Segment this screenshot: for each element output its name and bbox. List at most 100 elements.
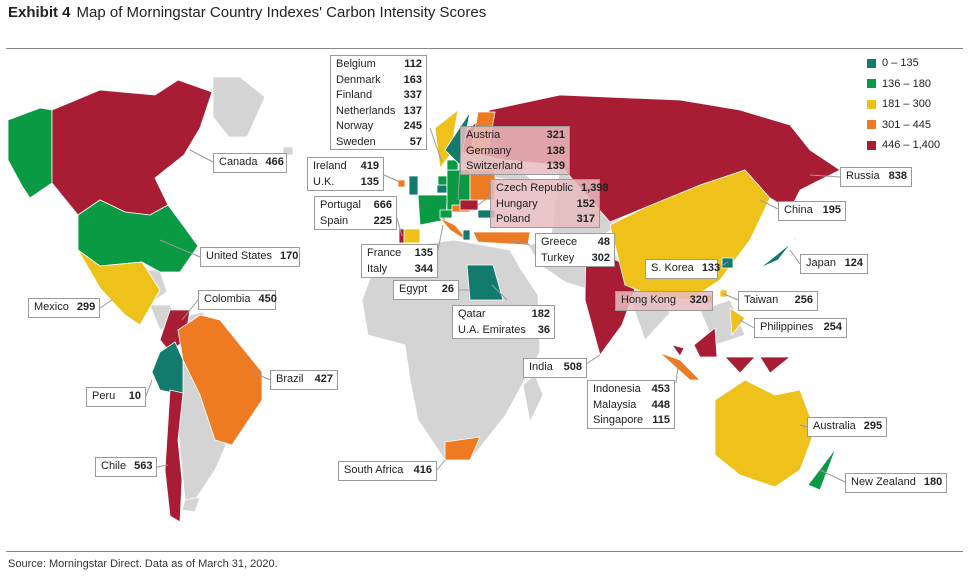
country-row: U.K. 135 [313,175,379,191]
country-row: India 508 [529,360,582,376]
country-row: Ireland 419 [313,159,379,175]
label-colombia: Colombia 450 [198,290,277,310]
country-score: 666 [373,199,392,211]
belgium-shape [436,184,448,194]
country-name: Ireland [313,160,347,172]
country-name: Italy [367,262,388,275]
country-score: 170 [280,250,299,263]
patagonia-shape [181,496,201,513]
indonesia-shape-3 [759,356,792,374]
madagascar-shape [522,374,544,424]
country-row: Qatar 182 [458,307,550,323]
legend-item: 301 – 445 [867,115,940,136]
country-row: Portugal 666 [320,198,392,214]
label-group-isles: Ireland 419 U.K. 135 [307,157,384,191]
legend-label: 0 – 135 [882,57,919,70]
country-name: New Zealand [851,476,916,489]
italy-shape [439,217,471,244]
label-new-zealand: New Zealand 180 [845,473,947,493]
turkey-shape [472,231,531,246]
country-name: Singapore [593,414,644,427]
country-row: Japan 124 [806,256,863,272]
country-name: Japan [806,257,836,270]
legend-label: 446 – 1,400 [882,139,941,152]
country-score: 321 [546,129,565,141]
country-score: 299 [76,301,96,314]
japan-shape [759,221,809,269]
country-score: 26 [441,283,454,296]
legend-label: 181 – 300 [882,98,931,111]
country-score: 838 [888,170,907,183]
country-row: U.A. Emirates 36 [458,323,550,339]
label-egypt: Egypt 26 [393,280,459,300]
country-name: Canada [219,156,258,169]
country-row: United States 170 [206,249,299,265]
country-score: 302 [591,251,610,264]
country-row: Turkey 302 [541,251,610,267]
country-row: Netherlands 137 [336,104,422,120]
country-score: 427 [314,373,333,386]
country-score: 135 [414,247,433,259]
country-name: France [367,247,402,259]
country-score: 180 [923,476,943,489]
country-name: Turkey [541,251,575,264]
label-group-asean: Indonesia 453 Malaysia 448 Singapore 115 [587,380,675,429]
country-score: 254 [823,321,842,334]
country-name: India [529,361,553,374]
label-south-africa: South Africa 416 [338,461,437,481]
country-row: Austria 321 [466,128,565,144]
label-group-iberia: Portugal 666 Spain 225 [314,196,397,230]
country-row: Sweden 57 [336,135,422,151]
country-score: 163 [403,73,422,86]
spain-shape [403,228,421,244]
mexico-shape [77,249,161,326]
country-name: Germany [466,144,512,157]
south-korea-shape [721,257,734,269]
legend-label: 301 – 445 [882,118,931,131]
country-row: Canada 466 [219,155,284,171]
covered-countries [7,79,841,523]
country-score: 182 [531,308,550,320]
switzerland-shape [439,209,453,219]
exhibit-title: Exhibit 4 Map of Morningstar Country Inde… [8,4,486,21]
country-row: Switzerland 139 [466,159,565,175]
legend-swatch [867,120,876,130]
country-name: U.K. [313,175,335,188]
legend-item: 136 – 180 [867,74,940,95]
country-name: Russia [846,170,880,183]
country-score: 48 [597,236,610,248]
label-mexico: Mexico 299 [28,298,100,318]
country-row: Malaysia 448 [593,398,670,414]
label-philippines: Philippines 254 [754,318,847,338]
label-russia: Russia 838 [840,167,912,187]
exhibit-title-text: Map of Morningstar Country Indexes' Carb… [76,4,487,21]
country-row: Poland 317 [496,212,595,228]
australia-shape [714,379,816,488]
country-row: Colombia 450 [204,292,277,308]
label-united-states: United States 170 [200,247,300,267]
country-row: Brazil 427 [276,372,333,388]
country-score: 139 [546,160,565,173]
country-score: 419 [360,160,379,172]
peru-shape [151,341,184,396]
country-row: Spain 225 [320,214,392,230]
country-score: 416 [413,464,432,477]
label-taiwan: Taiwan 256 [738,291,818,311]
legend-swatch [867,58,876,68]
country-score: 137 [403,104,422,117]
country-name: Colombia [204,293,251,306]
country-name: Chile [101,460,127,473]
country-row: Philippines 254 [760,320,842,336]
legend-item: 446 – 1,400 [867,135,940,156]
country-row: Finland 337 [336,88,422,104]
country-score: 448 [651,398,670,411]
country-row: Australia 295 [813,419,882,435]
philippines-shape [729,307,746,337]
country-row: Mexico 299 [34,300,95,316]
country-row: Indonesia 453 [593,382,670,398]
country-name: Norway [336,120,374,133]
label-india: India 508 [523,358,587,378]
legend-swatch [867,79,876,89]
new-zealand-shape [807,447,837,491]
top-rule [6,48,963,49]
